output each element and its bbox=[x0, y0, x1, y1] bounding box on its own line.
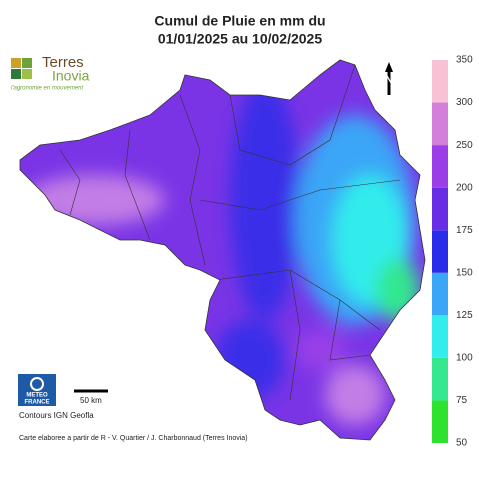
scale-label: 50 km bbox=[80, 396, 102, 405]
logo-square bbox=[22, 69, 32, 79]
legend-swatch bbox=[432, 400, 448, 443]
legend-tick-label: 150 bbox=[456, 267, 473, 278]
logo: Terres Inovia l'agronomie en mouvement bbox=[11, 54, 90, 92]
legend-tick-label: 175 bbox=[456, 225, 473, 236]
contours-note: Contours IGN Geofla bbox=[19, 411, 94, 420]
meteo-text: FRANCE bbox=[25, 400, 50, 406]
credit: Carte elaboree a partir de R - V. Quarti… bbox=[19, 435, 248, 442]
logo-tagline: l'agronomie en mouvement bbox=[11, 86, 84, 92]
legend-tick-label: 250 bbox=[456, 140, 473, 151]
title-line: Cumul de Pluie en mm du bbox=[154, 13, 325, 29]
logo-square bbox=[22, 58, 32, 68]
legend-swatch bbox=[432, 102, 448, 146]
legend-swatch bbox=[432, 315, 448, 358]
legend-swatch bbox=[432, 60, 448, 103]
logo-name: Terres bbox=[42, 54, 84, 71]
logo-name: Inovia bbox=[52, 68, 90, 84]
legend: 50 75 100 125 150 175 200 250 300 350 bbox=[432, 55, 473, 449]
legend-swatch bbox=[432, 187, 448, 231]
legend-swatch bbox=[432, 357, 448, 401]
department-borders bbox=[59, 64, 401, 401]
legend-swatch bbox=[432, 145, 448, 188]
meteo-text: METEO bbox=[26, 393, 48, 399]
logo-square bbox=[11, 58, 21, 68]
rain-zone bbox=[230, 80, 300, 320]
title-line: 01/01/2025 au 10/02/2025 bbox=[158, 31, 322, 47]
meteo-logo: METEO FRANCE bbox=[18, 374, 56, 406]
rain-map bbox=[20, 60, 425, 440]
legend-tick-label: 125 bbox=[456, 310, 473, 321]
legend-tick-label: 75 bbox=[456, 395, 468, 406]
legend-tick-label: 100 bbox=[456, 353, 473, 364]
rain-zone bbox=[325, 365, 385, 425]
legend-tick-label: 50 bbox=[456, 438, 468, 449]
north-arrow: N bbox=[385, 62, 393, 95]
legend-swatch bbox=[432, 272, 448, 316]
rain-zone bbox=[25, 175, 165, 225]
legend-tick-label: 350 bbox=[456, 55, 473, 66]
logo-square bbox=[11, 69, 21, 79]
rain-zone bbox=[295, 330, 345, 370]
legend-tick-label: 300 bbox=[456, 97, 473, 108]
meteo-icon bbox=[30, 377, 44, 391]
north-label: N bbox=[385, 74, 393, 86]
legend-swatch bbox=[432, 230, 448, 273]
legend-tick-label: 200 bbox=[456, 182, 473, 193]
north-arrowhead bbox=[385, 62, 393, 72]
